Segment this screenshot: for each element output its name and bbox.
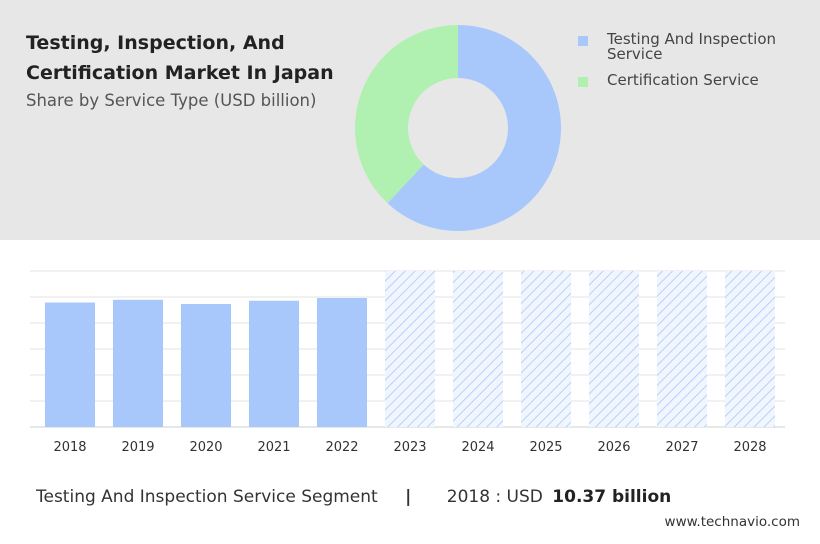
forecast-bar-2025	[521, 271, 571, 427]
forecast-bar-2028	[725, 271, 775, 427]
x-tick-label: 2019	[121, 440, 154, 455]
legend-label: Testing And Inspection Service	[607, 30, 777, 63]
x-tick-label: 2018	[53, 440, 86, 455]
bar-2022	[317, 298, 367, 427]
legend-swatch	[578, 36, 588, 46]
x-tick-label: 2021	[257, 440, 290, 455]
x-tick-label: 2022	[325, 440, 358, 455]
x-tick-label: 2028	[733, 440, 766, 455]
forecast-bar-2023	[385, 271, 435, 427]
bar-2021	[249, 300, 299, 427]
bar-2020	[181, 304, 231, 427]
x-tick-label: 2024	[461, 440, 494, 455]
x-tick-label: 2023	[393, 440, 426, 455]
bar-2018	[45, 302, 95, 427]
bar-2019	[113, 299, 163, 427]
forecast-bar-2024	[453, 271, 503, 427]
chart-subtitle: Share by Service Type (USD billion)	[26, 91, 317, 110]
x-tick-label: 2020	[189, 440, 222, 455]
footer-segment: Testing And Inspection Service Segment	[36, 487, 378, 507]
footer-summary: Testing And Inspection Service Segment |…	[36, 487, 671, 507]
forecast-bar-2027	[657, 271, 707, 427]
legend: Testing And Inspection Service Certificat…	[578, 32, 797, 88]
forecast-bar-2026	[589, 271, 639, 427]
footer-value-prefix: 2018 : USD	[446, 487, 543, 507]
x-tick-label: 2027	[665, 440, 698, 455]
x-tick-label: 2025	[529, 440, 562, 455]
bar-chart: 2018 2019 2020 2021 2022 2023 2024 2025 2026 2027…	[30, 270, 785, 455]
footer-separator: |	[405, 487, 412, 507]
legend-item-0: Testing And Inspection Service	[578, 32, 797, 62]
chart-title: Testing, Inspection, And Certification M…	[26, 32, 334, 84]
legend-item-1: Certification Service	[578, 73, 797, 88]
footer-value: 10.37 billion	[552, 487, 672, 507]
donut-chart	[354, 25, 561, 231]
legend-label: Certification Service	[607, 71, 759, 89]
legend-swatch	[578, 77, 588, 87]
x-tick-label: 2026	[597, 440, 630, 455]
donut-slice-0	[387, 25, 561, 231]
site-url: www.technavio.com	[664, 514, 800, 530]
donut-slice-1	[354, 25, 458, 204]
